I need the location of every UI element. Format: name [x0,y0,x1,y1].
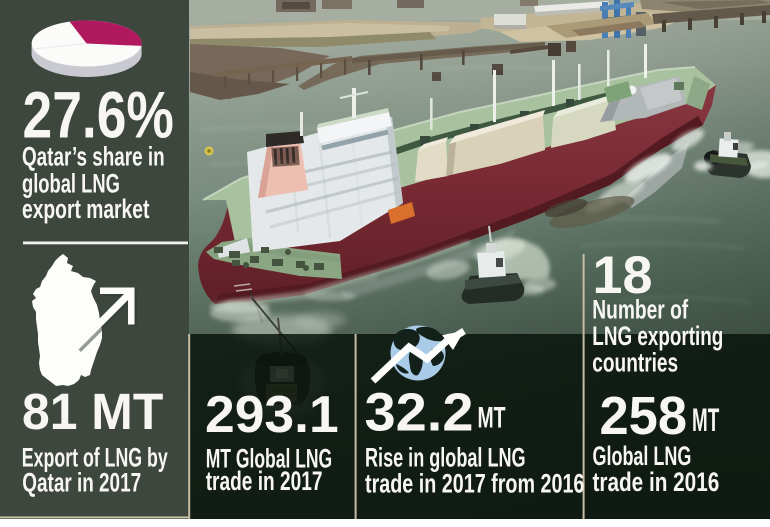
svg-text:LNG exporting: LNG exporting [592,321,723,351]
svg-text:293.1: 293.1 [205,385,339,443]
svg-text:trade in 2017: trade in 2017 [206,466,323,496]
svg-text:trade in 2016: trade in 2016 [593,468,720,498]
svg-text:MT: MT [692,402,719,439]
svg-text:258: 258 [600,386,688,446]
svg-text:trade in 2017 from 2016: trade in 2017 from 2016 [365,468,584,497]
svg-text:Qatar in 2017: Qatar in 2017 [22,467,141,497]
svg-text:MT Global LNG: MT Global LNG [206,444,332,473]
svg-text:18: 18 [593,247,653,306]
svg-text:global LNG: global LNG [22,168,120,198]
svg-text:countries: countries [592,347,678,377]
svg-text:32.2: 32.2 [365,382,474,443]
svg-text:Rise in global LNG: Rise in global LNG [365,442,526,472]
svg-text:27.6%: 27.6% [23,78,174,152]
svg-text:export market: export market [22,194,150,224]
svg-text:MT: MT [478,401,506,434]
svg-text:Export of LNG by: Export of LNG by [22,443,168,472]
svg-text:Number of: Number of [592,294,688,324]
svg-text:Global LNG: Global LNG [593,442,692,471]
svg-text:Qatar’s share in: Qatar’s share in [22,141,165,171]
svg-text:81 MT: 81 MT [22,382,163,440]
